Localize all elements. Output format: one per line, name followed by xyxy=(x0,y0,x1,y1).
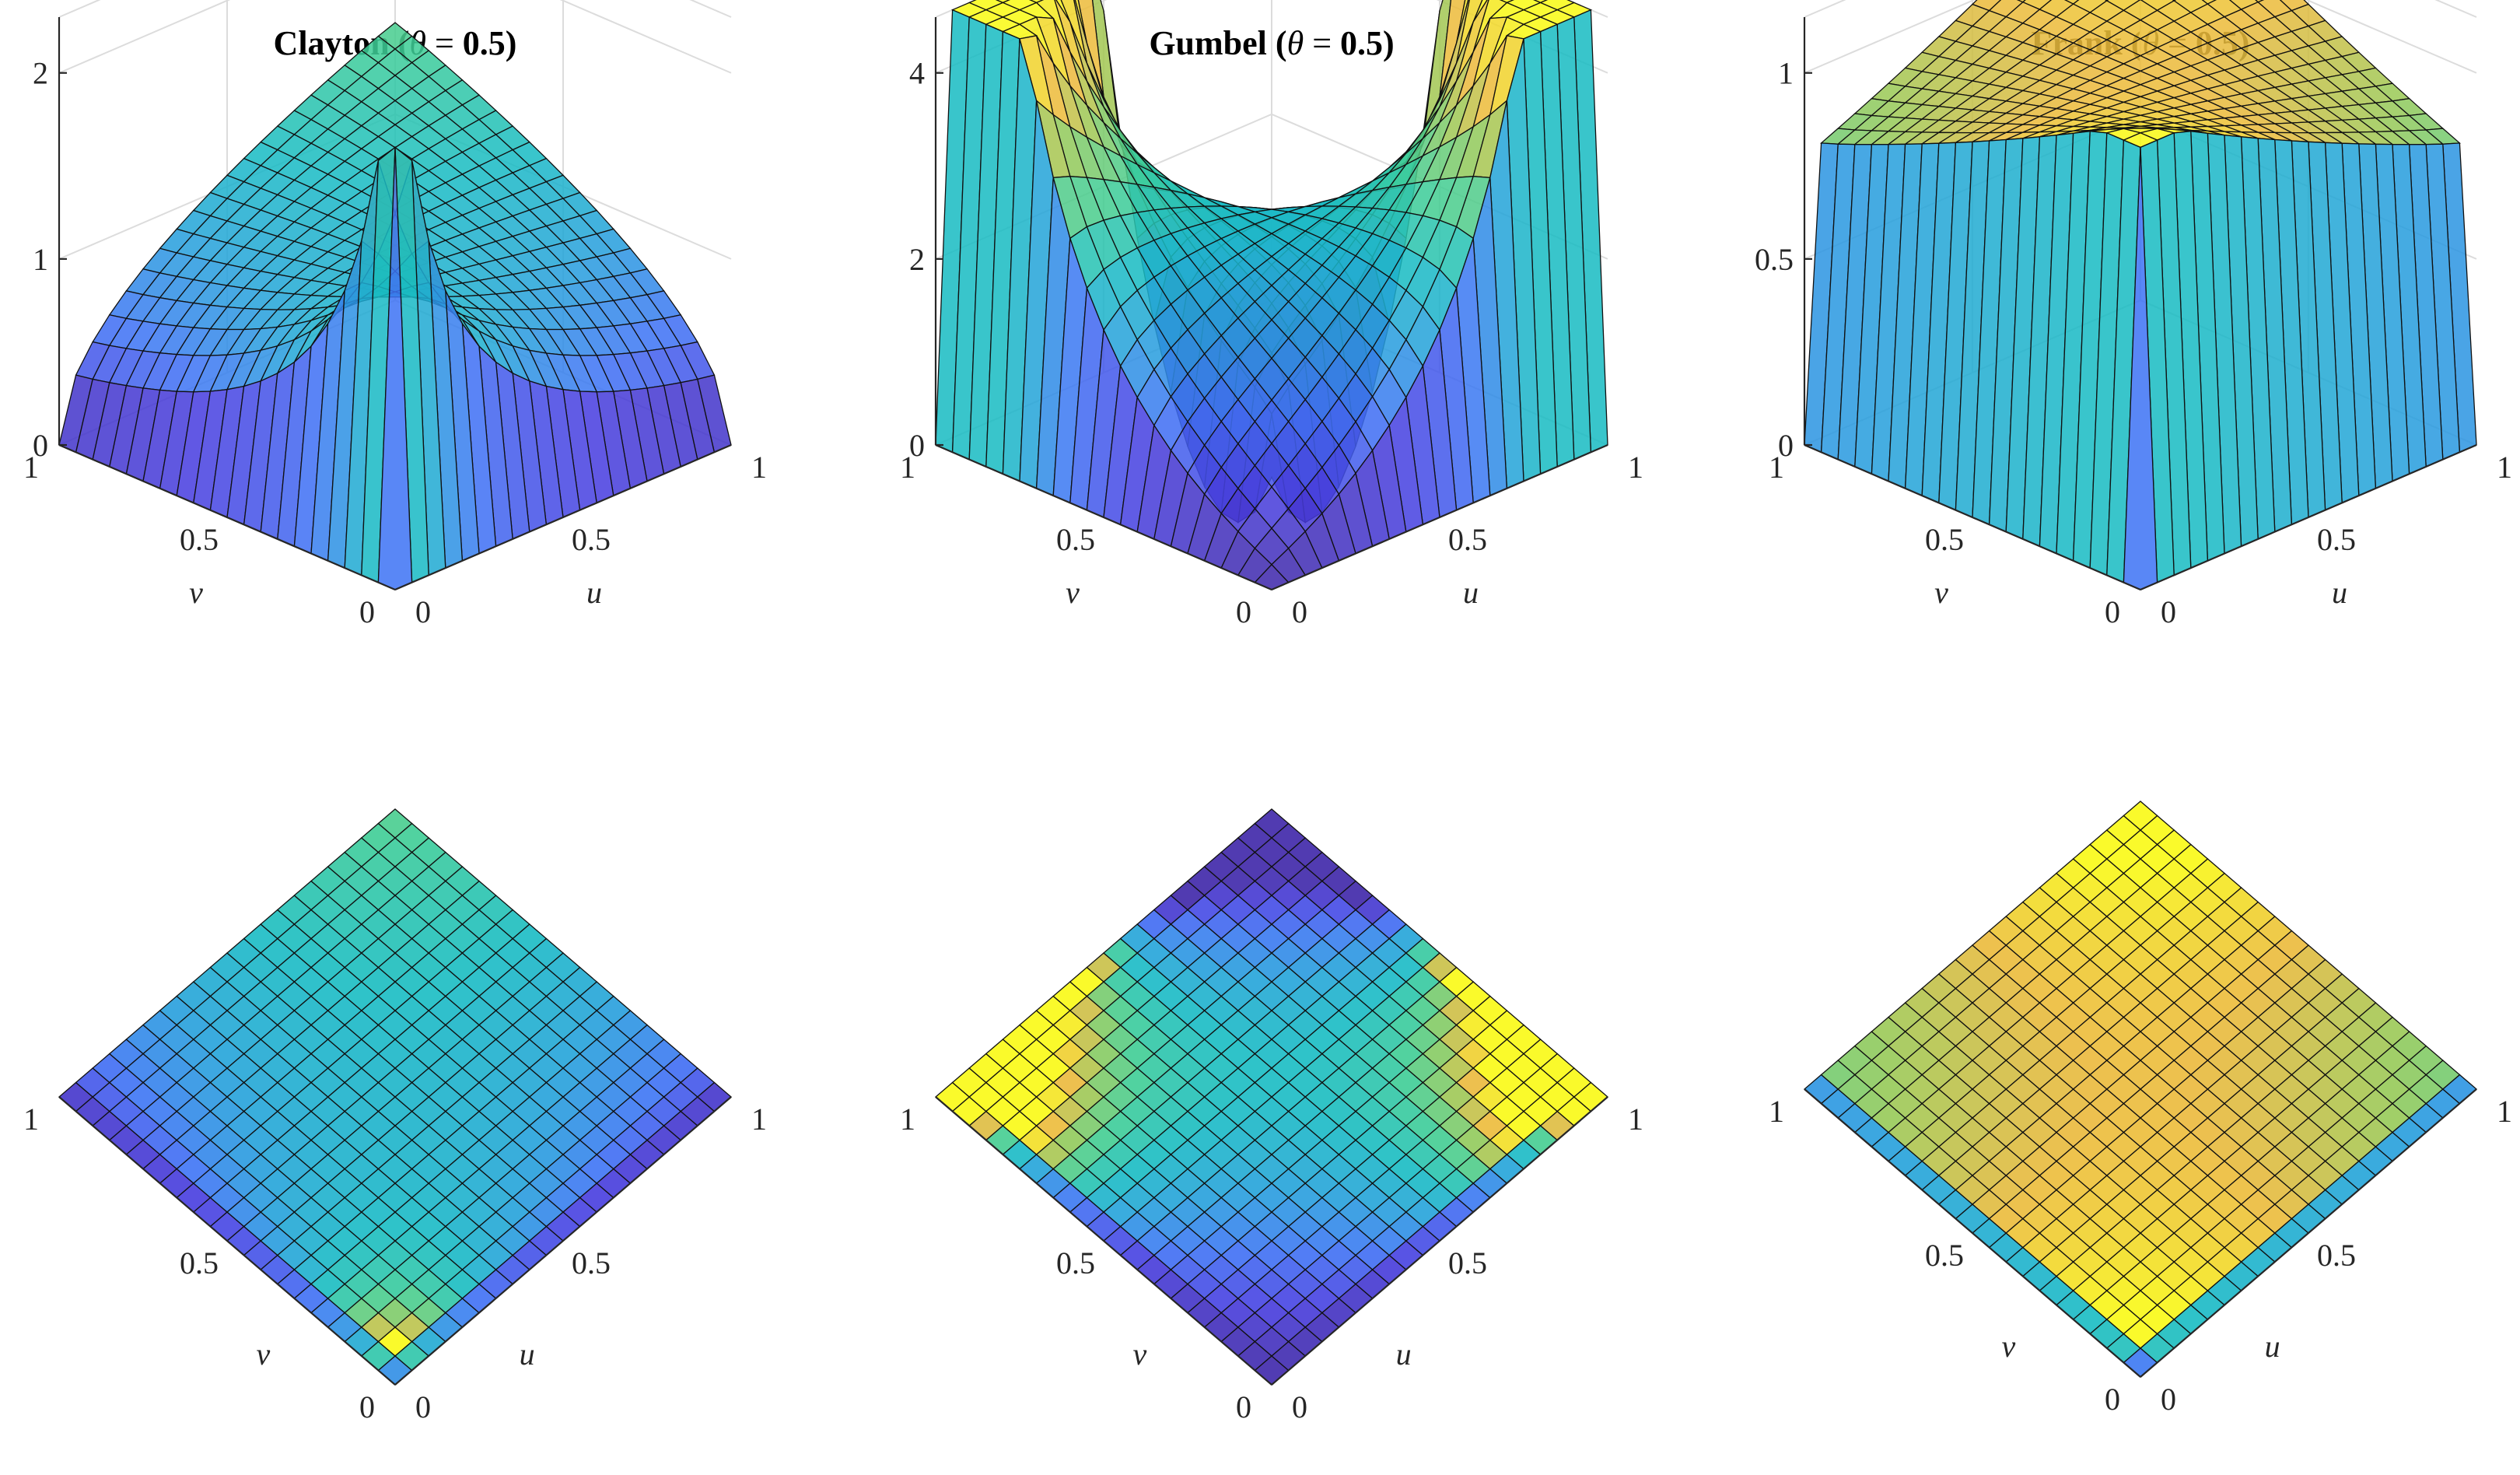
x-tick-label: 0 xyxy=(2161,1382,2176,1417)
y-axis-label: v xyxy=(1066,575,1080,610)
y-tick-label: 0 xyxy=(359,1389,375,1424)
y-tick-label: 0.5 xyxy=(180,1246,219,1281)
y-tick-label: 0 xyxy=(1236,594,1251,629)
x-axis xyxy=(394,443,732,591)
y-tick-label: 0.5 xyxy=(1056,1246,1095,1281)
grid-line xyxy=(1804,0,2477,74)
y-axis-label: v xyxy=(257,1337,271,1372)
x-tick-label: 0.5 xyxy=(572,522,611,557)
y-tick-label: 0.5 xyxy=(1925,522,1964,557)
surface-patch xyxy=(2063,0,2080,5)
y-tick-label: 0 xyxy=(1236,1389,1251,1424)
z-tick-label: 2 xyxy=(909,242,925,277)
y-axis xyxy=(935,1096,1272,1386)
y-tick-label: 0 xyxy=(2105,594,2120,629)
chart-title: Gumbel (θ = 0.5) xyxy=(1149,24,1394,62)
x-axis xyxy=(2140,1088,2477,1378)
x-tick-label: 0 xyxy=(2161,594,2176,629)
y-axis xyxy=(1804,443,2141,591)
x-tick-label: 1 xyxy=(1628,1102,1643,1137)
surface-patch xyxy=(1029,0,1045,4)
x-tick-label: 1 xyxy=(1628,450,1643,485)
surface-cell xyxy=(377,808,413,839)
y-axis-label: v xyxy=(189,575,203,610)
x-tick-label: 0.5 xyxy=(2317,522,2356,557)
y-tick-label: 0 xyxy=(2105,1382,2120,1417)
x-axis-label: u xyxy=(2265,1329,2280,1364)
x-tick-label: 1 xyxy=(2497,450,2512,485)
y-axis-label: v xyxy=(1133,1337,1147,1372)
x-axis xyxy=(394,1096,732,1386)
surface-patch xyxy=(995,0,1010,4)
x-axis-label: u xyxy=(1463,575,1479,610)
z-tick-label: 0.5 xyxy=(1755,242,1794,277)
y-tick-label: 0.5 xyxy=(1925,1238,1964,1273)
y-axis xyxy=(935,443,1272,591)
z-tick-label: 4 xyxy=(909,56,925,91)
y-axis-label: v xyxy=(1934,575,1948,610)
x-tick-label: 0.5 xyxy=(572,1246,611,1281)
grid-line xyxy=(58,0,732,74)
y-tick-label: 0 xyxy=(359,594,375,629)
x-tick-label: 1 xyxy=(751,450,767,485)
z-tick-label: 0 xyxy=(1778,428,1794,463)
x-axis-label: u xyxy=(1396,1337,1412,1372)
z-tick-label: 2 xyxy=(33,56,48,91)
x-tick-label: 1 xyxy=(2497,1094,2512,1129)
y-tick-label: 1 xyxy=(1769,450,1784,485)
z-tick-label: 1 xyxy=(1778,56,1794,91)
y-tick-label: 0.5 xyxy=(180,522,219,557)
y-axis xyxy=(1804,1088,2141,1378)
y-axis-label: v xyxy=(2002,1329,2016,1364)
y-tick-label: 1 xyxy=(23,450,39,485)
surface-cell xyxy=(2123,801,2158,831)
x-tick-label: 1 xyxy=(751,1102,767,1137)
x-tick-label: 0 xyxy=(1292,1389,1307,1424)
y-tick-label: 1 xyxy=(1769,1094,1784,1129)
y-tick-label: 0.5 xyxy=(1056,522,1095,557)
y-tick-label: 1 xyxy=(900,450,915,485)
z-tick-label: 0 xyxy=(909,428,925,463)
x-axis-label: u xyxy=(520,1337,535,1372)
surface-patch xyxy=(1499,0,1514,4)
y-axis xyxy=(58,1096,396,1386)
y-tick-label: 1 xyxy=(900,1102,915,1137)
surface-cell xyxy=(1254,808,1290,839)
frank-density-top: 0 0.5 1 0 0.5 1 u v xyxy=(1769,801,2512,1417)
x-tick-label: 0 xyxy=(415,594,431,629)
x-axis xyxy=(2140,443,2477,591)
x-tick-label: 0 xyxy=(1292,594,1307,629)
x-tick-label: 0 xyxy=(415,1389,431,1424)
clayton-density-top: 0 0.5 1 0 0.5 1 u v xyxy=(23,808,767,1424)
x-tick-label: 0.5 xyxy=(2317,1238,2356,1273)
surface-patch xyxy=(1533,0,1549,4)
x-tick-label: 0.5 xyxy=(1448,1246,1487,1281)
x-tick-label: 0.5 xyxy=(1448,522,1487,557)
surface-patch xyxy=(2201,0,2217,5)
x-axis-label: u xyxy=(2332,575,2347,610)
x-axis xyxy=(1271,443,1608,591)
gumbel-density-top: 0 0.5 1 0 0.5 1 u v xyxy=(900,808,1643,1424)
x-axis-label: u xyxy=(586,575,602,610)
y-tick-label: 1 xyxy=(23,1102,39,1137)
y-axis xyxy=(58,443,396,591)
x-axis xyxy=(1271,1096,1608,1386)
z-tick-label: 0 xyxy=(33,428,48,463)
z-tick-label: 1 xyxy=(33,242,48,277)
